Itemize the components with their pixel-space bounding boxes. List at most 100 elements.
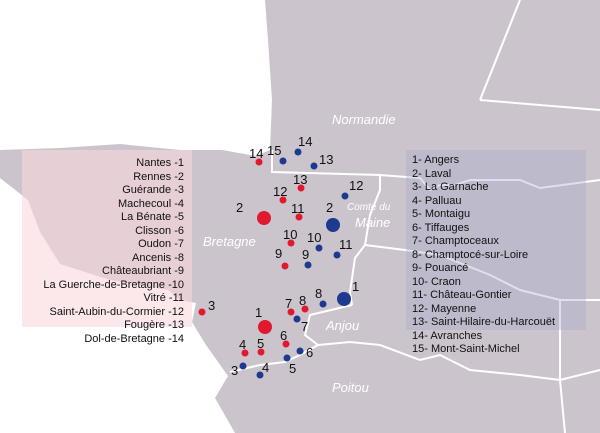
legend-item: 6- Tiffauges: [412, 221, 470, 234]
legend-item: 12- Mayenne: [412, 302, 477, 315]
blue-marker-label: 6: [306, 345, 314, 360]
legend-item: Nantes -1: [136, 157, 184, 169]
blue-marker-label: 2: [326, 200, 334, 215]
legend-red: Nantes -1 Rennes -2 Guérande -3 Machecoul -…: [22, 150, 192, 345]
red-marker-5: [257, 348, 265, 356]
legend-item: 7- Champtoceaux: [412, 235, 499, 247]
red-marker-label: 3: [208, 298, 216, 313]
red-marker-label: 11: [291, 201, 305, 216]
red-marker-2: [257, 211, 271, 225]
blue-marker-label: 11: [339, 237, 353, 252]
red-marker-label: 9: [275, 246, 283, 261]
red-marker-label: 10: [283, 227, 298, 242]
red-marker-1: [258, 320, 272, 334]
blue-marker-8: [319, 300, 327, 308]
legend-item: 13- Saint-Hilaire-du-Harcouët: [412, 316, 556, 328]
red-marker-label: 1: [255, 305, 263, 320]
red-marker-12: [279, 196, 287, 204]
red-marker-11: [295, 213, 303, 221]
legend-item: Saint-Aubin-du-Cormier -12: [49, 305, 185, 318]
blue-marker-14: [294, 148, 302, 156]
blue-marker-label: 8: [315, 286, 323, 301]
legend-item: Vitré -11: [143, 292, 184, 304]
legend-blue: 1- Angers 2- Laval 3- La Garnache 4- Pallua…: [406, 150, 586, 355]
blue-marker-6: [296, 347, 304, 355]
red-marker-label: 4: [239, 337, 247, 352]
red-marker-13: [297, 184, 305, 192]
blue-marker-3: [239, 362, 247, 370]
region-bretagne: Bretagne: [203, 234, 256, 249]
blue-marker-label: 3: [231, 363, 239, 378]
blue-marker-label: 9: [302, 247, 310, 262]
legend-item: 2- Laval: [412, 167, 452, 180]
red-marker-7: [287, 308, 295, 316]
region-maine-2: Maine: [355, 215, 391, 230]
blue-marker-label: 13: [319, 152, 334, 167]
red-marker-label: 6: [280, 328, 288, 343]
legend-item: 4- Palluau: [412, 194, 462, 207]
legend-item: Rennes -2: [133, 170, 184, 183]
blue-marker-label: 4: [262, 360, 270, 375]
legend-item: 9- Pouancé: [412, 262, 469, 274]
blue-marker-11: [333, 251, 341, 259]
red-marker-label: 14: [249, 146, 264, 161]
red-marker-8: [301, 305, 309, 313]
legend-item: Oudon -7: [138, 238, 184, 250]
blue-marker-10: [315, 244, 323, 252]
legend-item: 15- Mont-Saint-Michel: [412, 343, 520, 355]
red-marker-label: 2: [236, 200, 244, 215]
legend-item: La Bénate -5: [121, 211, 184, 223]
legend-item: 8- Champtocé-sur-Loire: [412, 248, 529, 261]
red-marker-3: [198, 308, 206, 316]
legend-item: Châteaubriant -9: [102, 265, 184, 277]
blue-marker-7: [293, 315, 301, 323]
blue-marker-4: [256, 371, 264, 379]
island: [208, 335, 220, 350]
legend-item: Machecoul -4: [117, 197, 184, 210]
legend-item: 1- Angers: [412, 154, 460, 166]
red-marker-label: 5: [257, 336, 265, 351]
blue-marker-2: [326, 218, 340, 232]
blue-marker-1: [337, 292, 351, 306]
blue-marker-label: 14: [298, 134, 313, 149]
red-marker-label: 13: [293, 172, 308, 187]
region-anjou: Anjou: [326, 318, 360, 333]
blue-markers: [239, 148, 351, 379]
blue-marker-label: 5: [289, 361, 297, 376]
red-marker-label: 8: [299, 293, 307, 308]
region-poitou: Poitou: [332, 380, 369, 395]
legend-item: Dol-de-Bretagne -14: [84, 332, 184, 345]
legend-item: Ancenis -8: [132, 251, 184, 264]
region-normandie: Normandie: [332, 112, 396, 127]
blue-marker-label: 10: [307, 230, 322, 245]
red-markers: [198, 158, 309, 357]
red-marker-14: [255, 158, 263, 166]
red-marker-label: 12: [273, 184, 288, 199]
legend-item: 5- Montaigu: [412, 208, 471, 220]
red-marker-label: 7: [285, 296, 293, 311]
blue-marker-12: [341, 192, 349, 200]
red-marker-6: [282, 340, 290, 348]
legend-item: 3- La Garnache: [412, 181, 489, 193]
blue-marker-13: [310, 162, 318, 170]
red-marker-10: [287, 239, 295, 247]
legend-item: 14- Avranches: [412, 329, 483, 342]
legend-item: 11- Château-Gontier: [412, 289, 512, 301]
legend-item: La Guerche-de-Bretagne -10: [43, 278, 184, 291]
borders: [229, 0, 600, 433]
blue-marker-label: 12: [349, 178, 364, 193]
blue-marker-15: [279, 157, 287, 165]
legend-item: Clisson -6: [135, 224, 184, 237]
red-marker-4: [241, 349, 249, 357]
legend-item: Fougère -13: [124, 319, 184, 331]
legend-item: 10- Craon: [412, 275, 461, 288]
blue-marker-label: 7: [301, 319, 309, 334]
legend-item: Guérande -3: [122, 184, 184, 196]
blue-marker-5: [283, 354, 291, 362]
region-maine-1: Comté du: [347, 202, 391, 213]
blue-marker-label: 15: [267, 143, 282, 158]
blue-marker-label: 1: [352, 279, 360, 294]
blue-marker-9: [304, 261, 312, 269]
